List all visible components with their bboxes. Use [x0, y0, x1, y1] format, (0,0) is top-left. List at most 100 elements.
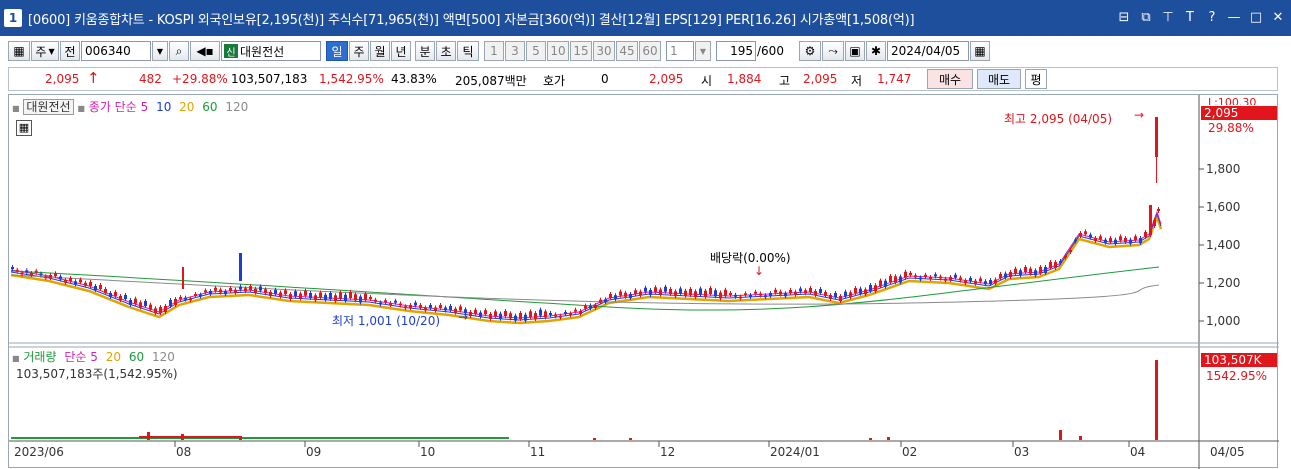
candle	[569, 313, 572, 316]
candle	[149, 304, 152, 310]
tab-second[interactable]: 초	[436, 41, 456, 61]
interval-60[interactable]: 60	[639, 41, 661, 61]
volume-current-box: 103,507K	[1201, 353, 1277, 367]
candle	[379, 302, 382, 305]
close-icon[interactable]: ✕	[1272, 9, 1284, 25]
x-tick-11: 11	[530, 445, 546, 459]
chart-canvas[interactable]	[9, 95, 1279, 469]
indicator-icon[interactable]: ⚙	[799, 41, 821, 61]
interval-15[interactable]: 15	[570, 41, 592, 61]
help-icon[interactable]: ?	[1208, 9, 1216, 25]
candle	[619, 291, 622, 296]
chart-menu-icon[interactable]: ▦	[8, 41, 30, 61]
candle	[909, 273, 912, 275]
candle	[624, 292, 627, 297]
y-tick-1400: 1,400	[1206, 238, 1241, 252]
link-icon[interactable]: ⊟	[1118, 9, 1130, 25]
interval-select[interactable]: 1	[666, 41, 694, 61]
candle	[609, 294, 612, 298]
search-icon[interactable]: ⌕	[169, 41, 189, 61]
volume-bar	[887, 437, 890, 440]
candle	[549, 313, 552, 315]
interval-10[interactable]: 10	[547, 41, 569, 61]
current-price: 2,095	[45, 72, 80, 86]
candle	[154, 308, 157, 314]
copy-icon[interactable]: ⧉	[1141, 9, 1151, 25]
candle	[1024, 267, 1027, 272]
candle	[334, 295, 337, 302]
x-tick-2023-06: 2023/06	[14, 445, 64, 459]
tab-yearly[interactable]: 년	[391, 41, 411, 61]
interval-45[interactable]: 45	[616, 41, 638, 61]
candle	[49, 275, 52, 278]
candle	[629, 294, 632, 298]
evaluate-button[interactable]: 평	[1025, 69, 1047, 89]
interval-30[interactable]: 30	[593, 41, 615, 61]
candle	[389, 303, 392, 305]
period-select[interactable]: 주 ▼	[31, 41, 59, 61]
maximize-icon[interactable]: □	[1249, 9, 1263, 25]
candle	[34, 270, 38, 273]
interval-1[interactable]: 1	[484, 41, 504, 61]
stock-code-input[interactable]: 006340	[81, 41, 151, 61]
candle	[1064, 255, 1067, 258]
interval-5[interactable]: 5	[526, 41, 546, 61]
x-tick-09: 09	[306, 445, 322, 459]
chart-area[interactable]	[8, 94, 1279, 469]
volume-title[interactable]: 거래량	[23, 350, 57, 364]
tab-monthly[interactable]: 월	[370, 41, 390, 61]
candle	[309, 293, 312, 298]
candle	[369, 297, 372, 299]
table-view-icon[interactable]: ▦	[16, 120, 32, 136]
chart-toolbar: ▦ 주 ▼ 전 006340 ▼ ⌕ ◀▪ 신 대원전선 일 주 월 년 분 초 …	[8, 40, 991, 62]
interval-3[interactable]: 3	[505, 41, 525, 61]
candle	[584, 305, 587, 309]
stock-name-field[interactable]: 신 대원전선	[221, 41, 321, 61]
date-input[interactable]: 2024/04/05	[887, 41, 969, 61]
volume-ma-title[interactable]: 단순	[64, 350, 87, 364]
candle	[529, 311, 532, 318]
window-number-icon[interactable]: 1	[4, 9, 22, 27]
stock-label[interactable]: 대원전선	[23, 99, 74, 115]
volume-bar	[1079, 436, 1082, 440]
gear-icon[interactable]: ✱	[866, 41, 886, 61]
candle	[194, 294, 197, 296]
low-annotation: 최저 1,001 (10/20)	[332, 314, 441, 328]
save-icon[interactable]: ▣	[845, 41, 865, 61]
volume-bar	[629, 438, 632, 440]
speaker-icon[interactable]: ◀▪	[190, 41, 220, 61]
font-icon[interactable]: T	[1186, 9, 1194, 25]
candle	[274, 289, 277, 294]
interval-dropdown-icon[interactable]: ▼	[695, 41, 711, 61]
vma-60: 60	[128, 350, 145, 364]
tab-tick[interactable]: 틱	[457, 41, 479, 61]
candle	[879, 280, 882, 287]
tab-weekly[interactable]: 주	[349, 41, 369, 61]
whole-button[interactable]: 전	[60, 41, 80, 61]
candle	[829, 295, 832, 299]
sell-button[interactable]: 매도	[977, 69, 1021, 89]
ma-title[interactable]: 종가 단순	[88, 100, 137, 114]
candle	[11, 267, 14, 269]
candle	[39, 273, 43, 276]
y-tick-1800: 1,800	[1206, 162, 1241, 176]
window-title: [0600] 키움종합차트 - KOSPI 외국인보유[2,195(천)] 주식…	[28, 12, 915, 28]
candle	[289, 294, 292, 299]
code-dropdown-icon[interactable]: ▼	[152, 41, 168, 61]
count-input[interactable]: 195	[716, 41, 756, 61]
x-tick-02: 02	[902, 445, 918, 459]
candle	[1094, 238, 1097, 241]
minimize-icon[interactable]: —	[1227, 9, 1241, 25]
volume-bar	[1155, 360, 1158, 440]
low-arrow-icon: →	[458, 310, 469, 324]
trend-tool-icon[interactable]: ⤳	[822, 41, 844, 61]
candle	[104, 289, 107, 293]
calendar-icon[interactable]: ▦	[970, 41, 990, 61]
buy-button[interactable]: 매수	[927, 69, 973, 89]
pin-icon[interactable]: ⊤	[1162, 9, 1174, 25]
candle	[84, 282, 87, 286]
candle	[1144, 232, 1147, 237]
tab-minute[interactable]: 분	[415, 41, 435, 61]
candle	[839, 296, 842, 301]
tab-daily[interactable]: 일	[326, 41, 348, 61]
